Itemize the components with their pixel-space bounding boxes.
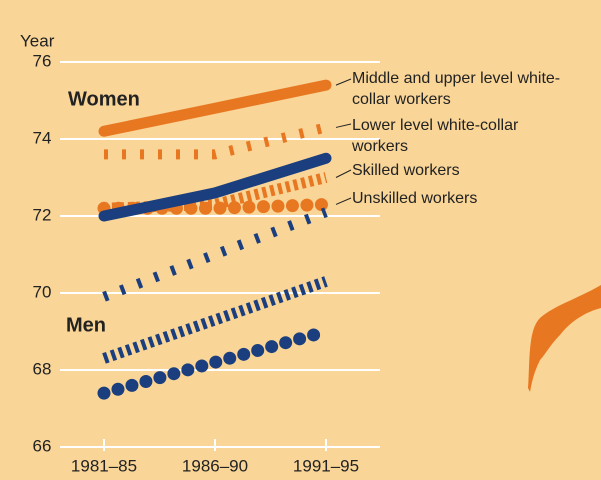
y-tick-label: 76 <box>33 51 52 70</box>
series-line <box>102 276 328 364</box>
series-line <box>103 172 328 214</box>
group-label: Women <box>68 88 140 110</box>
x-tick-label: 1986–90 <box>182 456 248 475</box>
y-tick-label: 70 <box>33 282 52 301</box>
legend-entry: Unskilled workers <box>352 190 478 207</box>
series-line <box>98 79 332 137</box>
y-tick-label: 74 <box>33 128 52 147</box>
series-line <box>97 325 333 400</box>
legend-entry: Skilled workers <box>352 162 460 179</box>
group-label: Men <box>66 314 106 336</box>
series-line <box>98 152 332 222</box>
legend-entry: Middle and upper level white-collar work… <box>352 70 561 108</box>
decoration <box>528 285 601 392</box>
leader-line <box>335 169 352 178</box>
y-tick-label: 72 <box>33 205 52 224</box>
y-tick-label: 66 <box>33 436 52 455</box>
leader-line <box>335 123 352 128</box>
series-line <box>104 122 328 160</box>
leader-line <box>335 78 352 86</box>
leader-line <box>335 197 352 205</box>
y-tick-label: 68 <box>33 359 52 378</box>
series-line <box>102 207 328 302</box>
y-axis-label: Year <box>20 31 55 50</box>
x-tick-label: 1981–85 <box>71 456 137 475</box>
x-tick-label: 1991–95 <box>293 456 359 475</box>
legend-entry: Lower level white-collar workers <box>352 117 519 155</box>
